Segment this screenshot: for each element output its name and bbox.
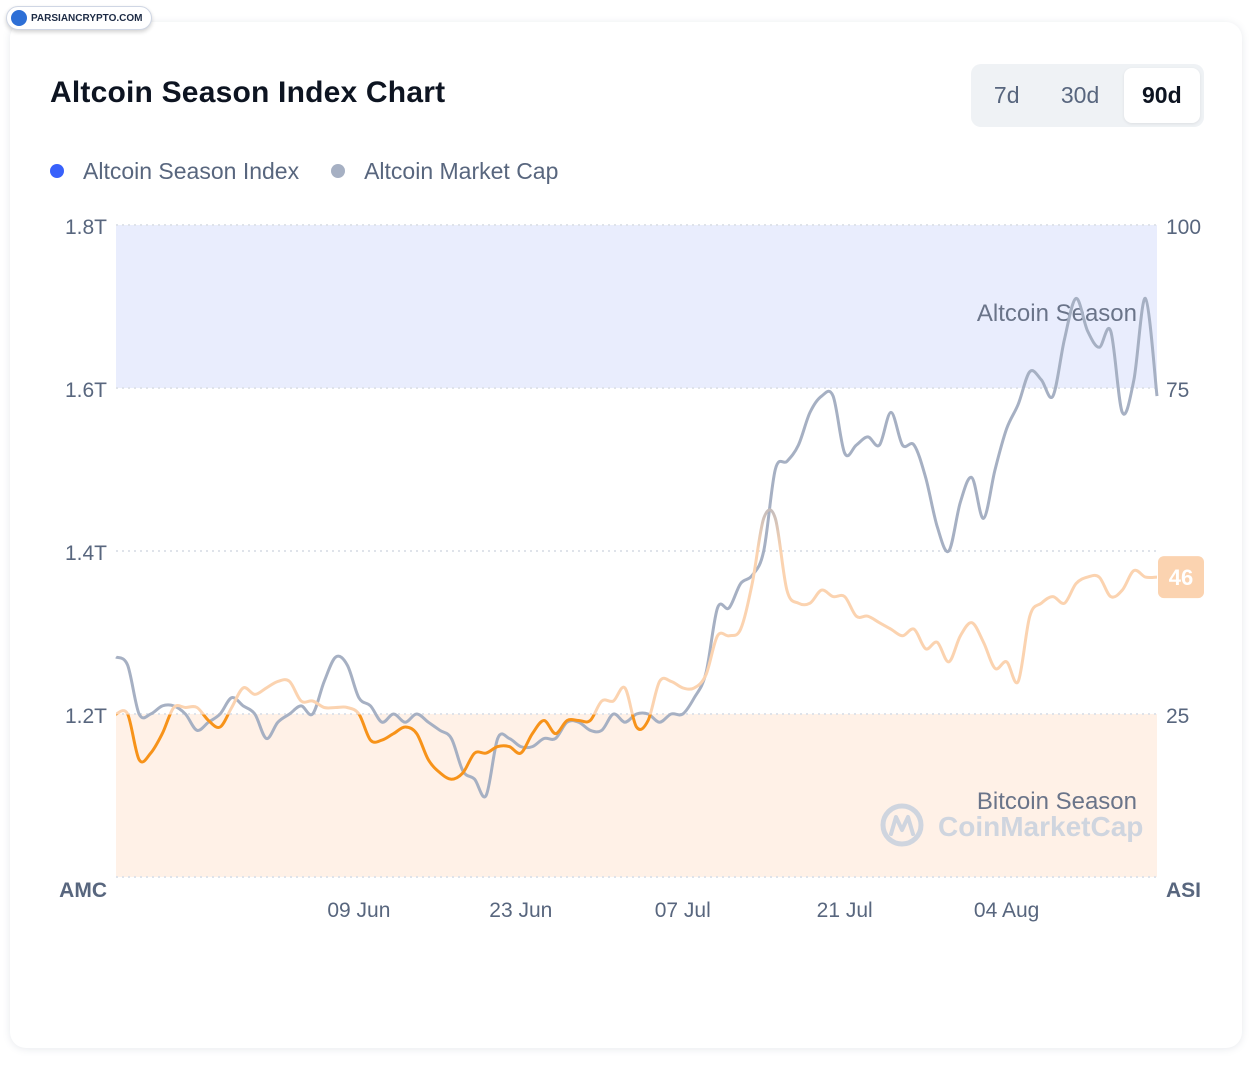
bitcoin-season-band xyxy=(116,714,1157,877)
right-tick-label: 25 xyxy=(1166,705,1189,728)
left-tick-label: 1.8T xyxy=(65,216,107,239)
chart-title: Altcoin Season Index Chart xyxy=(50,76,446,109)
x-tick-label: 21 Jul xyxy=(817,899,873,922)
coinmarketcap-watermark: CoinMarketCap xyxy=(938,811,1143,842)
chart-legend: Altcoin Season Index Altcoin Market Cap xyxy=(50,155,590,187)
altcoin-market-cap-line xyxy=(115,296,1159,799)
right-tick-label: 75 xyxy=(1166,379,1189,402)
legend-dot-icon xyxy=(50,164,64,178)
range-30d-button[interactable]: 30d xyxy=(1038,68,1121,123)
site-watermark-badge: PARSIANCRYPTO.COM xyxy=(6,6,152,30)
left-axis-label: AMC xyxy=(59,879,107,902)
legend-dot-icon xyxy=(331,164,346,178)
site-logo-icon xyxy=(11,10,27,26)
altcoin-season-label: Altcoin Season xyxy=(977,300,1137,327)
x-tick-label: 09 Jun xyxy=(327,899,390,922)
x-tick-label: 07 Jul xyxy=(655,899,711,922)
x-tick-label: 04 Aug xyxy=(974,899,1039,922)
current-value-badge xyxy=(1158,556,1204,599)
legend-label: Altcoin Market Cap xyxy=(364,157,559,184)
range-90d-button[interactable]: 90d xyxy=(1123,68,1200,123)
altcoin-season-index-line xyxy=(115,508,1158,781)
left-tick-label: 1.4T xyxy=(65,542,107,565)
legend-label: Altcoin Season Index xyxy=(83,157,300,184)
right-axis-label: ASI xyxy=(1166,879,1201,902)
legend-item-season-index[interactable]: Altcoin Season Index xyxy=(50,158,299,185)
legend-item-market-cap[interactable]: Altcoin Market Cap xyxy=(331,158,558,185)
range-7d-button[interactable]: 7d xyxy=(975,68,1038,123)
left-tick-label: 1.2T xyxy=(65,705,107,728)
altcoin-season-band xyxy=(116,225,1157,388)
x-tick-label: 23 Jun xyxy=(489,899,552,922)
right-tick-label: 100 xyxy=(1166,216,1201,239)
time-range-selector: 7d 30d 90d xyxy=(971,64,1204,127)
bitcoin-season-label: Bitcoin Season xyxy=(977,788,1137,815)
coinmarketcap-logo-icon xyxy=(880,803,924,847)
coinmarketcap-logo-mark xyxy=(889,815,915,836)
left-tick-label: 1.6T xyxy=(65,379,107,402)
current-value-text: 46 xyxy=(1169,565,1193,590)
site-watermark-text: PARSIANCRYPTO.COM xyxy=(31,12,143,24)
